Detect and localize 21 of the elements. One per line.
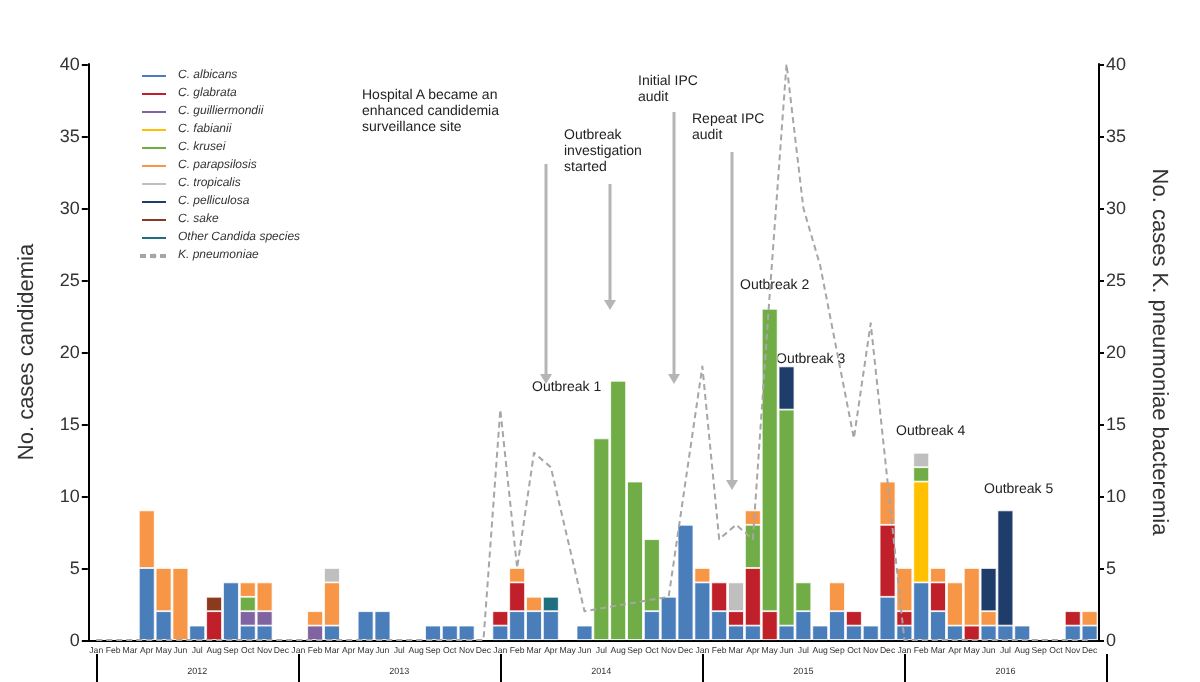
y2-tick-label: 35 — [1106, 126, 1127, 146]
y-tick-label: 25 — [59, 270, 80, 290]
y-tick-label: 5 — [69, 558, 80, 578]
y-axis-title: No. cases candidemia — [15, 242, 39, 461]
y-tick-label: 35 — [59, 126, 80, 146]
y2-tick-label: 25 — [1106, 270, 1127, 290]
line-series — [95, 63, 1091, 641]
y-tick-label: 0 — [69, 630, 80, 650]
y-tick-label: 40 — [59, 54, 80, 74]
y2-tick-label: 40 — [1106, 54, 1127, 74]
y2-tick-label: 10 — [1106, 486, 1127, 506]
y2-tick-label: 0 — [1106, 630, 1117, 650]
y2-tick-label: 30 — [1106, 198, 1127, 218]
y-tick-label: 10 — [59, 486, 80, 506]
y-tick-label: 20 — [59, 342, 80, 362]
y2-tick-label: 15 — [1106, 414, 1127, 434]
y2-axis-title: No. cases K. pneumoniae bacteremia — [1146, 168, 1171, 538]
y2-tick-label: 20 — [1106, 342, 1127, 362]
y2-tick-label: 5 — [1106, 558, 1117, 578]
y-tick-label: 30 — [59, 198, 80, 218]
y-tick-label: 15 — [59, 414, 80, 434]
